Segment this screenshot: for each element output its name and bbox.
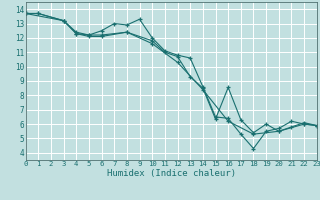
X-axis label: Humidex (Indice chaleur): Humidex (Indice chaleur) bbox=[107, 169, 236, 178]
